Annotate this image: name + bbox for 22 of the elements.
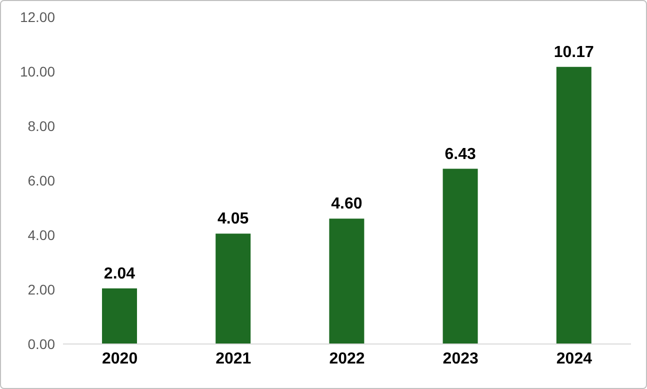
y-tick-label: 10.00 [20, 63, 56, 80]
x-tick-label: 2024 [556, 350, 592, 368]
y-tick-label: 12.00 [20, 8, 56, 25]
y-tick-label: 8.00 [28, 118, 56, 134]
data-label: 10.17 [554, 44, 594, 61]
data-label: 4.05 [218, 210, 249, 228]
y-tick-label: 4.00 [28, 226, 56, 243]
data-label: 2.04 [104, 265, 136, 282]
bar [216, 234, 251, 344]
bar [442, 168, 478, 344]
x-tick-label: 2023 [442, 350, 478, 368]
bar [329, 218, 364, 344]
x-tick-label: 2022 [329, 350, 365, 368]
data-label: 4.60 [331, 196, 362, 213]
bar [556, 66, 592, 344]
data-label: 6.43 [444, 146, 476, 163]
y-tick-label: 0.00 [28, 336, 56, 352]
bar [102, 288, 137, 344]
x-tick-label: 2021 [216, 350, 252, 368]
x-tick-label: 2020 [102, 350, 138, 368]
y-tick-label: 2.00 [28, 281, 56, 298]
y-tick-label: 6.00 [28, 172, 56, 188]
